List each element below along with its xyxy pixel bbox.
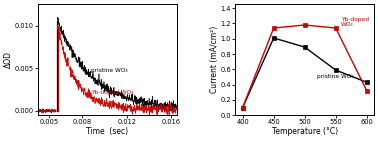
Text: pristine WO₃: pristine WO₃ (317, 74, 354, 79)
Text: pristine WO₃: pristine WO₃ (91, 68, 128, 73)
Text: Yb-doped WO₃: Yb-doped WO₃ (91, 90, 134, 95)
Y-axis label: Current (mA/cm²): Current (mA/cm²) (210, 26, 219, 93)
Text: Yb-doped
WO₃: Yb-doped WO₃ (341, 17, 369, 27)
X-axis label: Temperature (°C): Temperature (°C) (272, 127, 338, 136)
Y-axis label: ΔOD: ΔOD (4, 51, 13, 68)
X-axis label: Time  (sec): Time (sec) (86, 127, 129, 136)
